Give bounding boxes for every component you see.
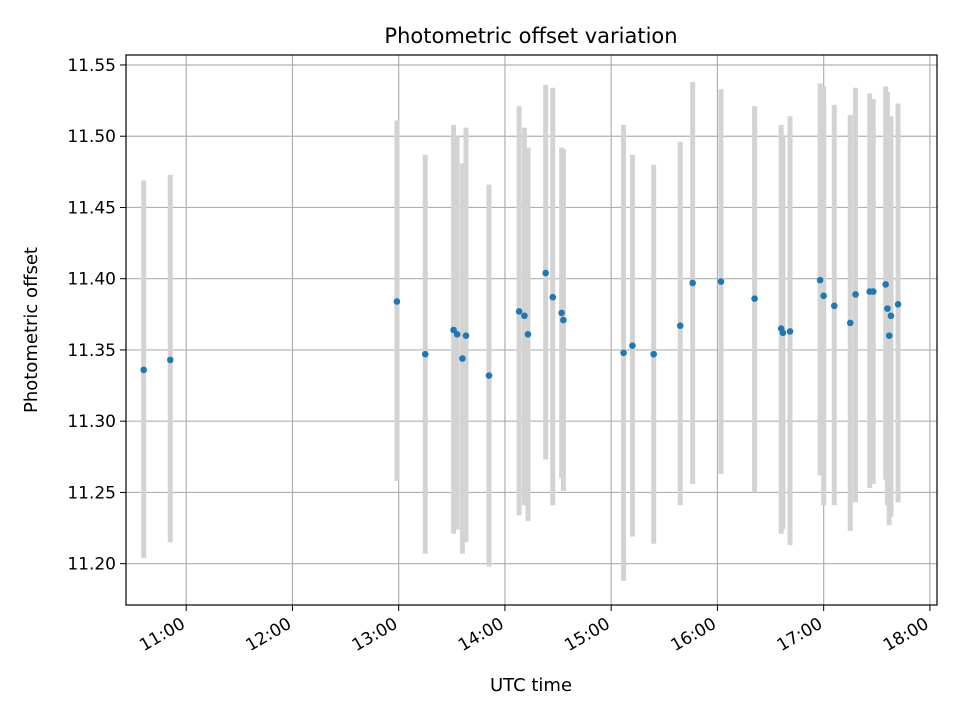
data-point <box>689 279 696 287</box>
data-point <box>816 276 824 284</box>
data-point <box>558 309 565 317</box>
x-axis-label: UTC time <box>490 675 572 696</box>
y-axis-label: Photometric offset <box>21 247 42 413</box>
data-point <box>894 301 902 308</box>
data-point <box>676 322 684 330</box>
data-point <box>820 292 827 300</box>
data-point <box>549 293 557 301</box>
data-point <box>884 305 891 312</box>
data-point <box>846 319 854 327</box>
data-point <box>421 350 429 358</box>
data-point <box>524 330 532 338</box>
data-point <box>140 366 148 374</box>
y-tick-label: 11.20 <box>67 555 116 575</box>
chart-title: Photometric offset variation <box>384 24 677 48</box>
data-point <box>751 295 758 302</box>
plot-frame <box>125 54 938 606</box>
data-point <box>620 349 627 357</box>
data-point <box>830 302 838 310</box>
data-point <box>717 278 725 285</box>
data-point <box>459 355 466 362</box>
y-tick-label: 11.45 <box>67 198 116 218</box>
data-point <box>485 372 493 379</box>
data-point <box>885 332 893 339</box>
y-axis: 11.20 11.25 11.30 11.35 11.40 11.45 11.50 11.55 <box>67 56 126 575</box>
data-point <box>393 298 401 305</box>
data-point <box>786 328 794 335</box>
data-point <box>882 281 889 288</box>
data-point <box>560 316 567 324</box>
y-tick-label: 11.50 <box>67 127 116 147</box>
data-point <box>166 356 174 364</box>
data-point <box>869 288 877 295</box>
data-point <box>453 330 461 338</box>
data-point <box>650 350 657 358</box>
data-point <box>629 342 636 349</box>
y-tick-label: 11.40 <box>67 270 116 290</box>
y-tick-label: 11.35 <box>67 341 116 361</box>
data-point <box>779 329 787 337</box>
data-point <box>852 291 859 298</box>
y-tick-label: 11.55 <box>67 56 116 76</box>
data-point <box>521 312 528 320</box>
data-point <box>887 312 895 320</box>
data-point <box>542 269 549 277</box>
y-tick-label: 11.25 <box>67 483 116 503</box>
y-tick-label: 11.30 <box>67 412 116 432</box>
data-point <box>515 308 523 315</box>
data-points <box>140 269 902 379</box>
data-point <box>462 332 470 339</box>
